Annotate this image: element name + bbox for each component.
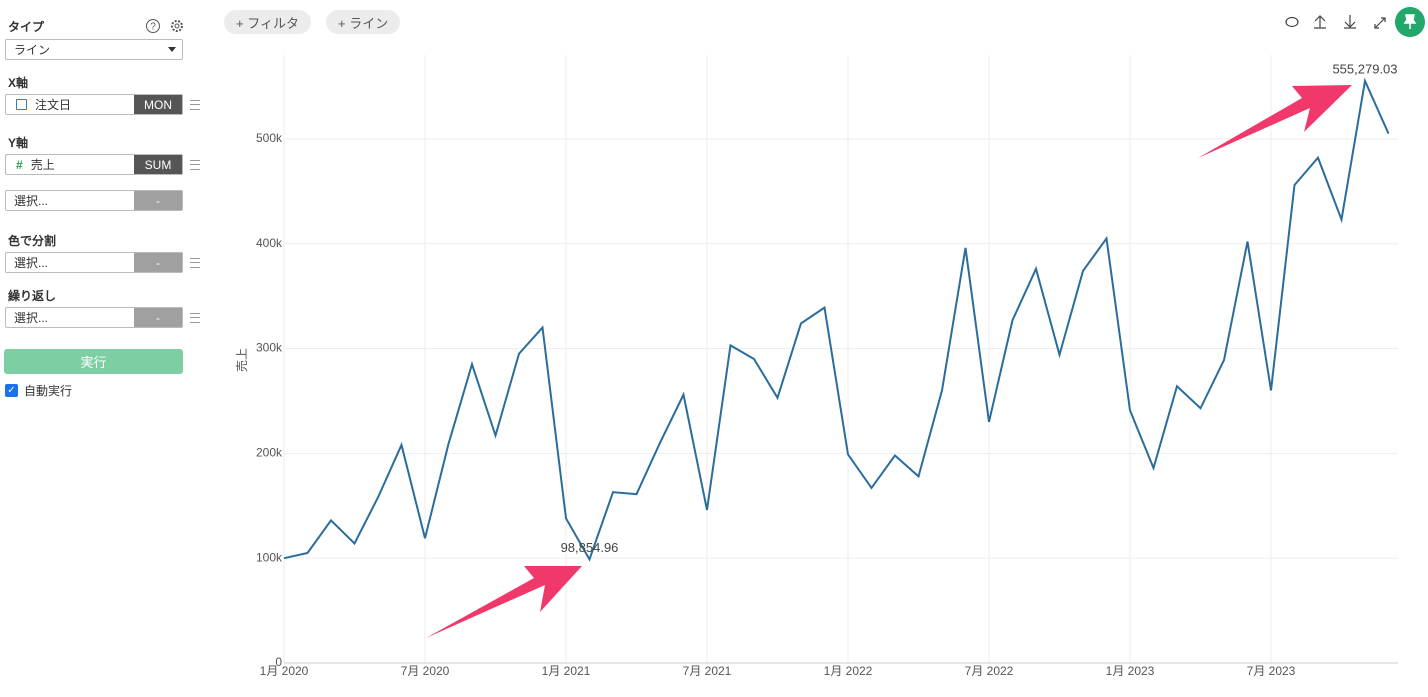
icons: ? (146, 19, 183, 33)
add-line-button[interactable]: + ライン (326, 10, 401, 34)
label: 色で分割 (8, 234, 57, 248)
y-tick-label: 0 (275, 655, 282, 669)
pin-icon (1403, 14, 1417, 29)
line (283, 77, 1390, 562)
select-value: ライン (14, 43, 51, 57)
label: Y軸 (8, 136, 29, 150)
x-tick-label: 1月 2020 (260, 664, 309, 678)
checkbox[interactable]: ✓ (5, 384, 18, 397)
x-tick-label: 1月 2022 (824, 664, 873, 678)
y-field[interactable]: # 売上 SUM (5, 154, 183, 175)
auto-run-label: 自動実行 (24, 384, 73, 398)
agg[interactable]: SUM (134, 155, 182, 174)
menu-icon[interactable] (190, 160, 200, 170)
x-tick-label: 7月 2021 (683, 664, 732, 678)
run-button[interactable]: 実行 (4, 349, 183, 374)
x-tick-label: 7月 2020 (401, 664, 450, 678)
color-field[interactable]: 選択... - (5, 252, 183, 273)
field-name: 注文日 (35, 98, 72, 112)
field-name: 売上 (30, 158, 55, 172)
x-field[interactable]: 注文日 MON (5, 94, 183, 115)
toolbar-icons (1285, 15, 1386, 29)
arrow (426, 566, 582, 638)
agg[interactable]: - (134, 308, 182, 327)
y-tick-label: 200k (256, 446, 283, 460)
x-tick-label: 7月 2022 (965, 664, 1014, 678)
value-label: 555,279.03 (1332, 61, 1397, 76)
agg[interactable]: - (134, 253, 182, 272)
repeat-field[interactable]: 選択... - (5, 307, 183, 328)
label: X軸 (8, 76, 29, 90)
arrow (1198, 85, 1352, 158)
placeholder: 選択... (14, 256, 49, 270)
extra-field[interactable]: 選択... - (5, 190, 183, 211)
menu-icon[interactable] (190, 258, 200, 268)
placeholder: 選択... (14, 311, 49, 325)
menu-icon[interactable] (190, 100, 200, 110)
agg[interactable]: MON (134, 95, 182, 114)
menu-icon[interactable] (190, 313, 200, 323)
add-filter-button[interactable]: + フィルタ (224, 10, 311, 34)
y-tick-label: 100k (256, 550, 283, 564)
y-tick-label: 300k (256, 341, 283, 355)
svg-text:?: ? (150, 22, 156, 33)
y-tick-label: 400k (256, 236, 283, 250)
x-tick-label: 1月 2023 (1106, 664, 1155, 678)
type-select[interactable]: ライン (5, 39, 183, 60)
y-tick-label: 500k (256, 131, 283, 145)
value-label: 98,854.96 (561, 540, 619, 555)
label: タイプ (8, 20, 45, 34)
label: 繰り返し (8, 289, 57, 303)
x-tick-label: 1月 2021 (542, 664, 591, 678)
auto-run: ✓ 自動実行 (5, 382, 72, 399)
agg[interactable]: - (134, 191, 182, 210)
y-axis-label: 売上 (234, 348, 249, 372)
placeholder: 選択... (14, 194, 49, 208)
x-tick-label: 7月 2023 (1247, 664, 1296, 678)
